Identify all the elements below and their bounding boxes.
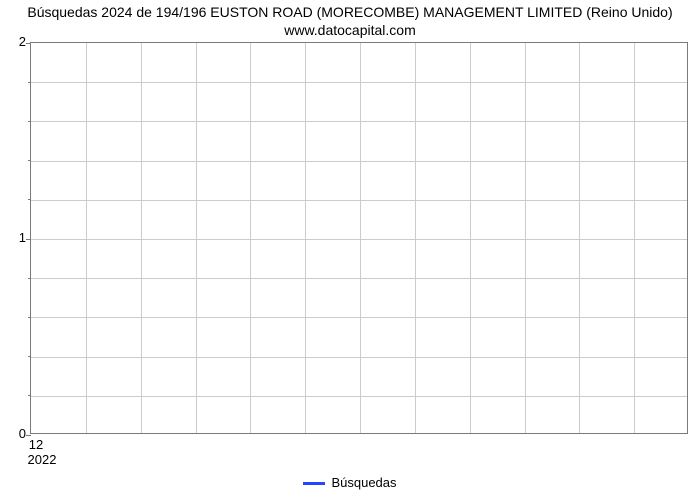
gridline-vertical [470,43,471,433]
x-tick-label-month: 12 [29,437,43,452]
gridline-vertical [250,43,251,433]
plot-area [30,42,688,434]
y-axis-minor-tick [28,317,31,318]
gridline-horizontal-minor [31,317,687,318]
gridline-vertical [141,43,142,433]
y-tick-label: 0 [2,426,26,441]
chart-title: Búsquedas 2024 de 194/196 EUSTON ROAD (M… [0,4,700,39]
gridline-horizontal-minor [31,396,687,397]
y-axis-tick [26,435,31,436]
gridline-horizontal-minor [31,357,687,358]
title-line-2: www.datocapital.com [0,22,700,40]
gridline-horizontal [31,239,687,240]
legend: Búsquedas [0,475,700,490]
y-axis-tick [26,239,31,240]
x-tick-label-year: 2022 [28,452,57,467]
legend-swatch [303,482,325,485]
gridline-vertical [415,43,416,433]
legend-label: Búsquedas [331,475,396,490]
gridline-horizontal-minor [31,278,687,279]
gridline-vertical [86,43,87,433]
y-axis-minor-tick [28,356,31,357]
gridline-vertical [196,43,197,433]
gridline-horizontal-minor [31,82,687,83]
gridline-horizontal-minor [31,161,687,162]
gridline-horizontal-minor [31,200,687,201]
chart-container: Búsquedas 2024 de 194/196 EUSTON ROAD (M… [0,0,700,500]
gridline-horizontal-minor [31,121,687,122]
y-axis-tick [26,43,31,44]
gridline-vertical [579,43,580,433]
gridline-vertical [525,43,526,433]
y-axis-minor-tick [28,121,31,122]
y-tick-label: 2 [2,34,26,49]
y-axis-minor-tick [28,278,31,279]
y-axis-minor-tick [28,82,31,83]
title-line-1: Búsquedas 2024 de 194/196 EUSTON ROAD (M… [0,4,700,22]
y-axis-minor-tick [28,199,31,200]
y-axis-minor-tick [28,395,31,396]
y-tick-label: 1 [2,230,26,245]
gridline-vertical [634,43,635,433]
y-axis-minor-tick [28,160,31,161]
gridline-vertical [305,43,306,433]
gridline-vertical [360,43,361,433]
